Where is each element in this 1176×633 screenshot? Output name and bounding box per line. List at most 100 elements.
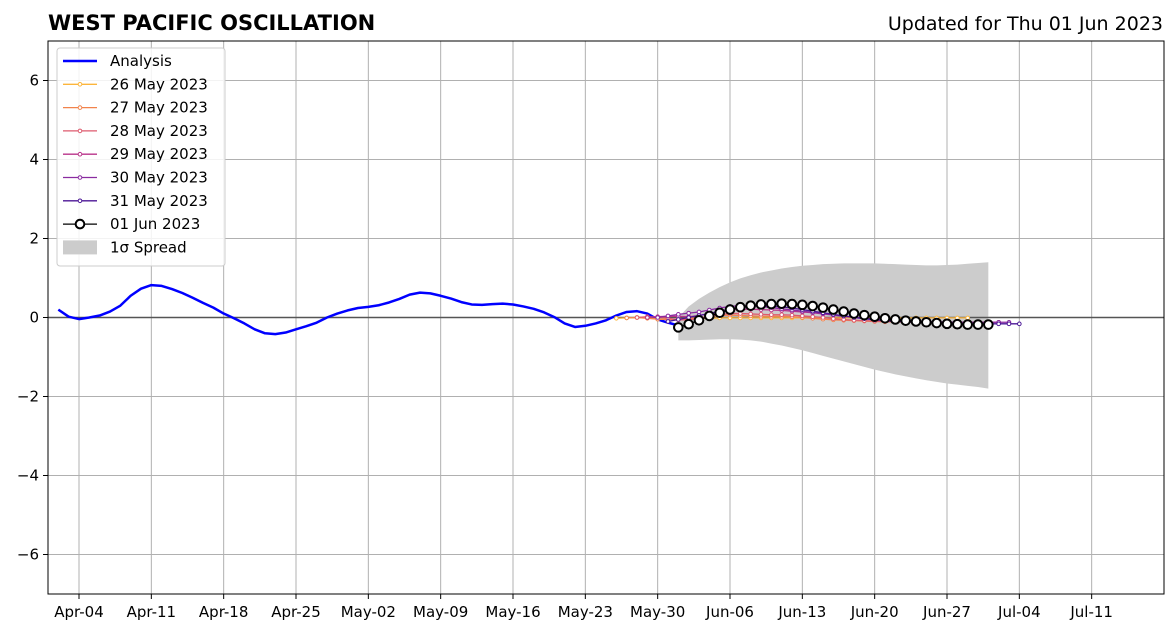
- forecast-point: [1006, 321, 1012, 327]
- forecast-point: [900, 315, 911, 326]
- legend-marker: [77, 105, 83, 110]
- forecast-point: [941, 318, 953, 330]
- forecast-point: [859, 309, 870, 321]
- forecast-point: [776, 298, 787, 309]
- forecast-point: [807, 300, 818, 312]
- forecast-point: [624, 315, 629, 321]
- forecast-point: [996, 321, 1001, 327]
- x-tick-label: Apr-11: [127, 603, 177, 621]
- forecast-point: [683, 318, 694, 330]
- forecast-point: [1017, 321, 1022, 327]
- x-tick-label: Jul-11: [1069, 603, 1113, 621]
- forecast-point: [962, 319, 973, 330]
- forecast-point: [817, 302, 829, 313]
- forecast-point: [800, 313, 805, 319]
- forecast-point: [838, 306, 849, 317]
- x-tick-label: Jun-27: [922, 603, 971, 621]
- forecast-point: [686, 315, 691, 320]
- x-tick-label: Apr-25: [271, 603, 321, 621]
- legend-label: 26 May 2023: [110, 75, 208, 93]
- forecast-point: [673, 322, 684, 333]
- updated-label: Updated for Thu 01 Jun 2023: [888, 13, 1163, 35]
- legend-marker: [77, 198, 83, 204]
- forecast-point: [758, 312, 764, 317]
- x-tick-label: May-02: [341, 603, 396, 621]
- y-tick-label: 4: [29, 151, 39, 169]
- forecast-point: [645, 315, 650, 320]
- forecast-point: [786, 298, 798, 310]
- forecast-point: [952, 318, 963, 330]
- forecast-point: [748, 311, 753, 317]
- forecast-point: [745, 300, 756, 311]
- y-tick-label: −4: [17, 467, 39, 485]
- legend-marker: [77, 151, 83, 157]
- x-axis: Apr-04 Apr-11 Apr-18 Apr-25 May-02 May-09 May-…: [54, 594, 1113, 621]
- x-tick-label: Jun-06: [705, 603, 754, 621]
- analysis-line: [57, 283, 679, 336]
- forecast-point: [965, 315, 970, 321]
- legend-label: 1σ Spread: [110, 238, 187, 256]
- forecast-point: [789, 312, 795, 318]
- y-tick-label: 2: [29, 230, 39, 248]
- legend-label: 27 May 2023: [110, 99, 208, 117]
- forecast-point: [890, 314, 901, 325]
- legend-item: Analysis: [63, 52, 172, 70]
- x-tick-label: May-16: [485, 603, 540, 621]
- forecast-point: [828, 304, 839, 315]
- legend-marker: [77, 128, 83, 134]
- legend-item: 31 May 2023: [63, 192, 208, 210]
- series-layer: [57, 283, 1022, 336]
- legend-marker: [77, 82, 83, 87]
- forecast-point: [704, 310, 715, 322]
- forecast-point: [665, 313, 671, 319]
- x-tick-label: Apr-18: [199, 603, 249, 621]
- forecast-point: [983, 319, 994, 330]
- legend-item: 30 May 2023: [63, 169, 208, 187]
- forecast-point: [693, 314, 705, 326]
- forecast-point: [810, 314, 815, 320]
- legend-marker: [74, 218, 86, 230]
- x-tick-label: Jun-20: [850, 603, 899, 621]
- forecast-point: [766, 298, 777, 310]
- legend-label: 01 Jun 2023: [110, 215, 200, 233]
- y-tick-label: 6: [29, 72, 39, 90]
- legend: Analysis 26 May 2023 27 May 2023 28 May 202…: [56, 47, 226, 267]
- legend-item: 1σ Spread: [63, 238, 187, 256]
- legend-item: 27 May 2023: [63, 99, 208, 117]
- forecast-point: [879, 312, 891, 324]
- legend-label: 28 May 2023: [110, 122, 208, 140]
- forecast-point: [735, 301, 746, 313]
- legend-label: 31 May 2023: [110, 192, 208, 210]
- legend-label: 30 May 2023: [110, 169, 208, 187]
- forecast-point: [714, 307, 725, 319]
- spread-layer: [678, 262, 989, 389]
- forecast-point: [931, 317, 942, 329]
- x-tick-label: May-23: [558, 603, 613, 621]
- forecast-point: [614, 315, 619, 321]
- forecast-point: [676, 312, 681, 317]
- y-axis: −6 −4 −2 0 2 4 6: [17, 72, 48, 564]
- forecast-point: [972, 319, 984, 330]
- legend-item: 28 May 2023: [63, 122, 208, 140]
- legend-item: 26 May 2023: [63, 75, 208, 93]
- y-tick-label: −2: [17, 388, 39, 406]
- chart-title: WEST PACIFIC OSCILLATION: [48, 11, 375, 35]
- forecast-point: [676, 317, 681, 322]
- x-tick-label: Apr-04: [54, 603, 104, 621]
- forecast-point: [755, 299, 767, 310]
- forecast-point: [769, 312, 774, 318]
- forecast-point: [655, 315, 660, 320]
- forecast-point: [665, 319, 671, 324]
- legend-box: [56, 47, 226, 267]
- legend-label: Analysis: [110, 52, 172, 70]
- forecast-point: [779, 312, 784, 318]
- x-tick-label: May-09: [413, 603, 468, 621]
- forecast-point: [921, 316, 932, 328]
- y-tick-label: −6: [17, 546, 39, 564]
- legend-item: 29 May 2023: [63, 145, 208, 163]
- forecast-latest-series: [673, 298, 994, 333]
- forecast-point: [869, 311, 880, 323]
- y-tick-label: 0: [29, 309, 39, 327]
- legend-label: 29 May 2023: [110, 145, 208, 163]
